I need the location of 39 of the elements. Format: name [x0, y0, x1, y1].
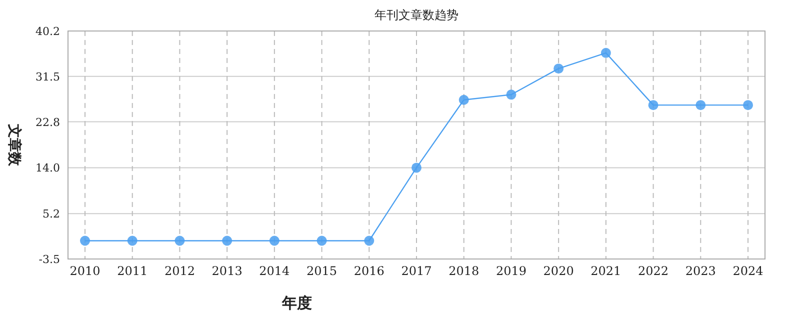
point: [506, 90, 516, 100]
x-tick-label: 2013: [212, 264, 242, 278]
x-tick-label: 2020: [543, 264, 574, 278]
y-tick-label: 14.0: [36, 162, 60, 175]
point: [127, 236, 138, 246]
point: [412, 162, 422, 173]
x-tick-label: 2010: [70, 264, 100, 278]
x-tick-label: 2018: [448, 264, 480, 278]
x-tick-label: 2016: [354, 264, 384, 278]
point: [222, 236, 232, 246]
point: [174, 236, 185, 246]
point: [600, 48, 611, 58]
x-tick-label: 2011: [117, 264, 148, 278]
x-tick-label: 2022: [638, 264, 669, 278]
y-tick-label: 22.8: [36, 116, 60, 129]
point: [554, 64, 564, 74]
point: [316, 236, 327, 246]
y-tick-label: -3.5: [38, 253, 60, 266]
y-tick-label: 31.5: [36, 70, 60, 84]
x-axis-title: 年度: [281, 294, 312, 312]
y-tick-label: 5.2: [42, 208, 60, 221]
x-tick-label: 2021: [590, 264, 622, 278]
point: [269, 236, 280, 246]
x-tick-label: 2015: [306, 264, 338, 278]
y-axis-title: 文章数: [6, 123, 23, 167]
point: [458, 94, 469, 105]
x-tick-label: 2023: [685, 264, 716, 278]
point: [364, 236, 374, 246]
x-tick-label: 2014: [259, 264, 290, 278]
point: [648, 100, 658, 110]
x-tick-label: 2017: [401, 264, 432, 278]
y-tick-label: 40.2: [36, 25, 60, 38]
point: [743, 100, 753, 110]
chart-title: 年刊文章数趋势: [374, 8, 458, 22]
x-tick-label: 2019: [496, 264, 526, 278]
x-tick-label: 2024: [732, 264, 764, 278]
x-tick-label: 2012: [164, 264, 195, 278]
point: [80, 236, 90, 246]
point: [696, 100, 706, 110]
